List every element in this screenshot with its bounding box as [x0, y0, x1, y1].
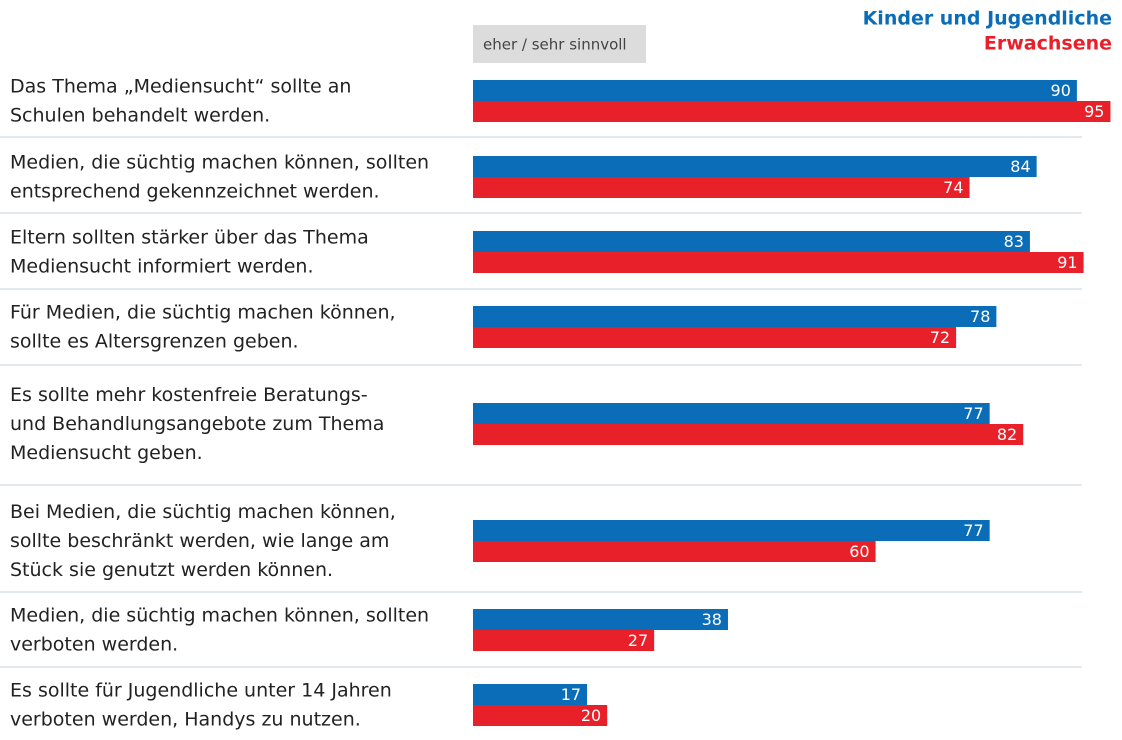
category-line: Es sollte für Jugendliche unter 14 Jahre… — [10, 679, 392, 701]
category-line: Schulen behandelt werden. — [10, 104, 270, 126]
category-label: Es sollte mehr kostenfreie Beratungs-und… — [10, 384, 384, 464]
category-line: Mediensucht informiert werden. — [10, 255, 314, 277]
value-label: 83 — [1004, 232, 1024, 251]
value-label: 90 — [1051, 81, 1071, 100]
bar — [473, 541, 876, 562]
category-line: Mediensucht geben. — [10, 442, 203, 464]
value-label: 77 — [963, 404, 983, 423]
bar — [473, 306, 997, 327]
category-line: Medien, die süchtig machen können, sollt… — [10, 604, 429, 626]
category-line: Stück sie genutzt werden können. — [10, 559, 333, 581]
category-line: und Behandlungsangebote zum Thema — [10, 413, 384, 435]
category-line: sollte es Altersgrenzen geben. — [10, 330, 299, 352]
bar — [473, 630, 655, 651]
legend-entry: Erwachsene — [984, 33, 1112, 55]
category-line: verboten werden, Handys zu nutzen. — [10, 708, 361, 730]
category-label: Eltern sollten stärker über das Thema Med… — [10, 226, 369, 277]
subtitle-box — [473, 25, 646, 63]
value-label: 38 — [702, 610, 722, 629]
bar — [473, 403, 990, 424]
value-label: 74 — [943, 178, 963, 197]
category-line: Medien, die süchtig machen können, sollt… — [10, 151, 429, 173]
category-label: Es sollte für Jugendliche unter 14 Jahre… — [10, 679, 392, 730]
bar — [473, 424, 1024, 445]
category-label: Medien, die süchtig machen können, sollt… — [10, 151, 429, 202]
value-label: 84 — [1010, 157, 1030, 176]
bar — [473, 609, 728, 630]
category-line: sollte beschränkt werden, wie lange am — [10, 530, 389, 552]
category-line: Das Thema „Mediensucht“ sollte an — [10, 75, 351, 97]
category-label: Das Thema „Mediensucht“ sollte an Schulen… — [10, 75, 351, 126]
value-label: 78 — [970, 307, 990, 326]
category-label: Bei Medien, die süchtig machen können, so… — [10, 501, 396, 581]
value-label: 60 — [849, 542, 869, 561]
bar — [473, 327, 957, 348]
bar — [473, 684, 588, 705]
value-label: 27 — [628, 631, 648, 650]
bar — [473, 705, 608, 726]
category-line: entsprechend gekennzeichnet werden. — [10, 180, 380, 202]
bar — [473, 252, 1084, 273]
value-label: 17 — [561, 685, 581, 704]
bar — [473, 231, 1030, 252]
value-label: 20 — [581, 706, 601, 725]
value-label: 72 — [930, 328, 950, 347]
bar — [473, 101, 1111, 122]
category-label: Für Medien, die süchtig machen können, so… — [10, 301, 396, 352]
value-label: 91 — [1057, 253, 1077, 272]
bar — [473, 156, 1037, 177]
value-label: 77 — [963, 521, 983, 540]
bar — [473, 177, 970, 198]
subtitle: eher / sehr sinnvoll — [483, 36, 627, 54]
category-line: Für Medien, die süchtig machen können, — [10, 301, 396, 323]
value-label: 82 — [997, 425, 1017, 444]
category-line: Es sollte mehr kostenfreie Beratungs- — [10, 384, 368, 406]
value-label: 95 — [1084, 102, 1104, 121]
category-line: Bei Medien, die süchtig machen können, — [10, 501, 396, 523]
bar — [473, 80, 1077, 101]
category-line: verboten werden. — [10, 633, 178, 655]
legend-entry: Kinder und Jugendliche — [863, 8, 1112, 30]
category-line: Eltern sollten stärker über das Thema — [10, 226, 369, 248]
bar — [473, 520, 990, 541]
category-label: Medien, die süchtig machen können, sollt… — [10, 604, 429, 655]
